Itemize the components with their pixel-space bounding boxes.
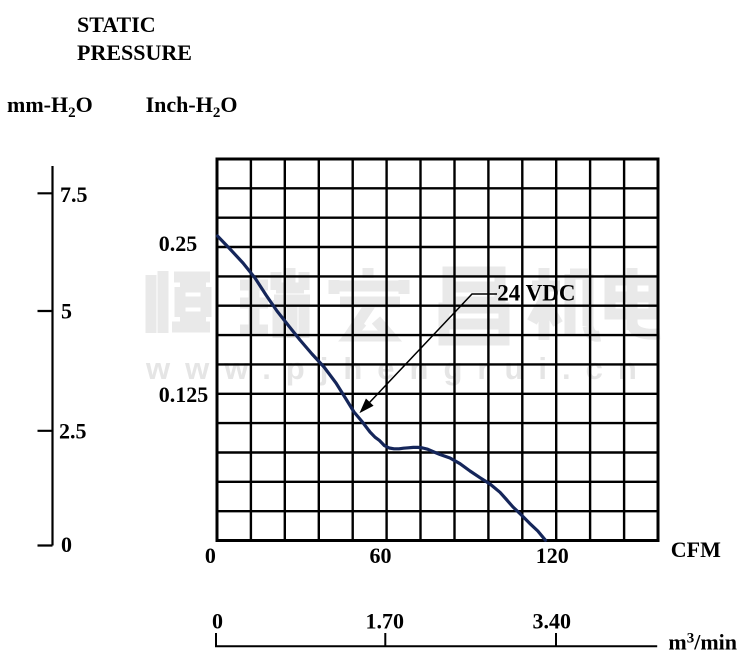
- svg-text:mm-H2O: mm-H2O: [7, 92, 93, 121]
- svg-text:24 VDC: 24 VDC: [497, 281, 575, 306]
- svg-text:m3/min: m3/min: [668, 629, 737, 654]
- svg-text:7.5: 7.5: [60, 182, 88, 207]
- svg-text:0: 0: [205, 543, 216, 568]
- svg-text:www.pjhengrui.cn: www.pjhengrui.cn: [145, 351, 652, 386]
- svg-text:Inch-H2O: Inch-H2O: [146, 92, 238, 121]
- svg-text:3.40: 3.40: [533, 609, 572, 634]
- svg-text:60: 60: [370, 543, 392, 568]
- svg-text:0: 0: [212, 609, 223, 634]
- svg-text:0.25: 0.25: [159, 231, 198, 256]
- svg-text:1.70: 1.70: [365, 609, 404, 634]
- svg-text:2.5: 2.5: [59, 418, 87, 443]
- svg-text:CFM: CFM: [671, 537, 721, 562]
- svg-text:120: 120: [536, 543, 569, 568]
- svg-text:0: 0: [61, 532, 72, 557]
- svg-text:PRESSURE: PRESSURE: [77, 40, 192, 65]
- svg-text:5: 5: [61, 299, 72, 324]
- svg-text:STATIC: STATIC: [77, 12, 156, 37]
- svg-text:0.125: 0.125: [159, 382, 209, 407]
